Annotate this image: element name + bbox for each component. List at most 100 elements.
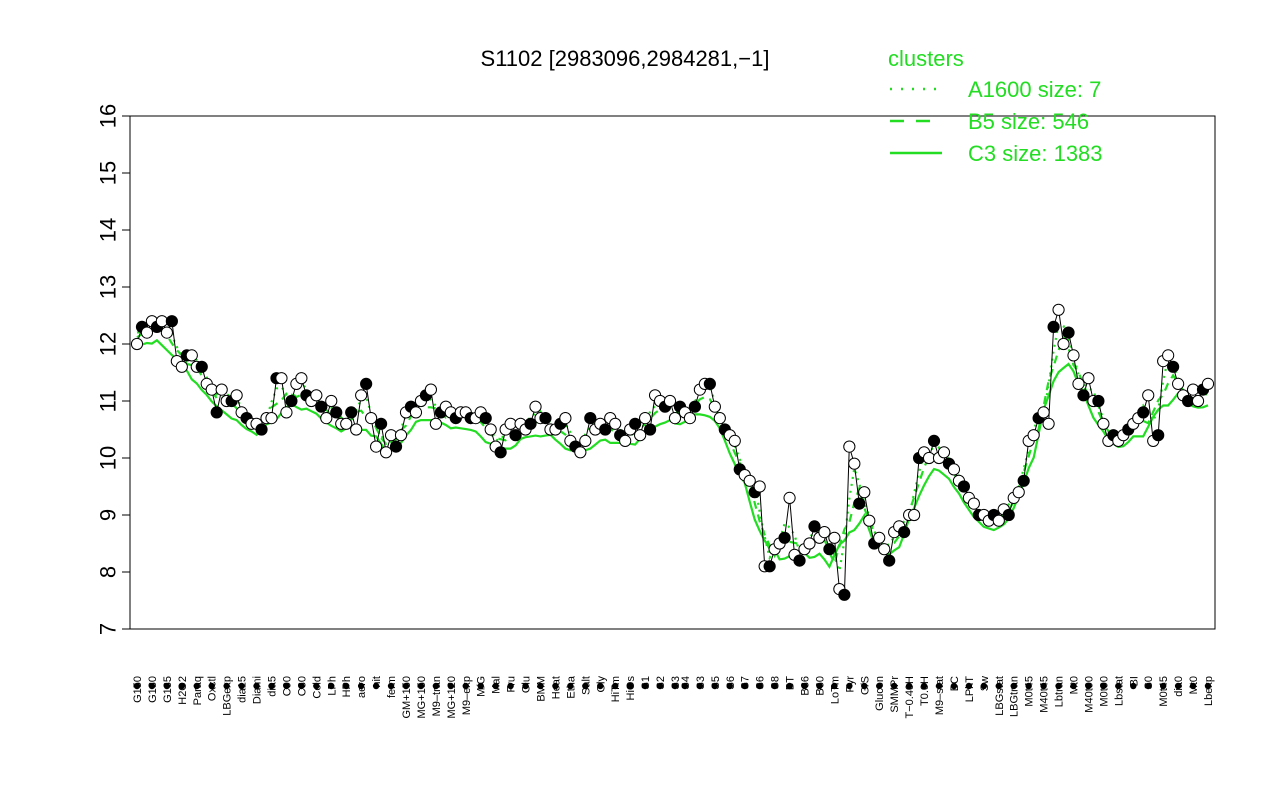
chart-title: S1102 [2983096,2984281,−1] xyxy=(481,46,770,71)
data-point xyxy=(325,394,338,408)
x-marker xyxy=(726,682,733,690)
data-point xyxy=(838,588,851,601)
data-point xyxy=(175,360,188,373)
x-marker xyxy=(1174,682,1182,690)
data-point xyxy=(743,474,756,487)
x-marker xyxy=(238,682,245,690)
x-marker xyxy=(417,682,425,690)
x-marker xyxy=(492,682,499,690)
data-point xyxy=(1152,429,1165,442)
x-tick-label: S6 xyxy=(755,676,767,689)
x-marker xyxy=(268,682,275,690)
data-point xyxy=(783,491,796,504)
data-point xyxy=(1027,429,1040,442)
x-marker xyxy=(612,682,619,690)
data-point xyxy=(374,417,388,430)
data-point xyxy=(429,417,442,430)
x-marker xyxy=(1100,682,1107,690)
x-tick-label: Glu xyxy=(521,676,533,693)
x-tick-label: S1 xyxy=(640,676,652,689)
x-tick-label: S4 xyxy=(680,676,692,689)
x-tick-label: dia5 xyxy=(266,676,278,697)
x-tick-label: H2O2 xyxy=(177,676,189,705)
data-point xyxy=(683,412,697,425)
data-point xyxy=(165,315,178,328)
data-point xyxy=(753,480,766,493)
x-marker xyxy=(771,682,778,690)
x-marker xyxy=(432,682,440,690)
x-marker xyxy=(801,682,808,690)
x-marker xyxy=(741,682,748,690)
x-marker xyxy=(148,682,156,690)
x-marker xyxy=(193,682,200,690)
x-marker xyxy=(965,682,973,690)
data-point xyxy=(195,360,208,373)
data-point xyxy=(1047,320,1060,333)
x-tick-label: M9–tran xyxy=(431,676,443,716)
data-point xyxy=(992,514,1005,527)
x-tick-label: T0.0H xyxy=(919,676,931,706)
a1600-line xyxy=(136,318,1209,572)
data-point xyxy=(853,497,866,510)
y-tick-label: 14 xyxy=(96,218,121,242)
x-tick-label: Glucon xyxy=(874,676,886,711)
x-marker xyxy=(1145,682,1152,690)
data-point xyxy=(559,412,572,425)
x-tick-label: Diami xyxy=(252,676,264,704)
x-marker xyxy=(980,682,988,690)
data-point xyxy=(937,446,951,459)
x-marker xyxy=(846,682,853,690)
x-tick-label: BC xyxy=(949,676,961,691)
data-point xyxy=(160,326,173,339)
data-point xyxy=(713,412,726,425)
y-tick-label: 9 xyxy=(96,509,121,521)
data-point xyxy=(708,400,721,413)
plot-frame xyxy=(129,115,1216,630)
data-point xyxy=(1162,349,1175,362)
data-point xyxy=(863,514,876,527)
x-tick-label: MG+150 xyxy=(416,676,428,719)
data-point xyxy=(1067,349,1080,362)
x-marker xyxy=(163,682,171,690)
x-marker xyxy=(1130,682,1137,690)
data-point xyxy=(1097,417,1110,430)
data-point xyxy=(619,434,632,447)
x-tick-label: nit xyxy=(371,676,383,688)
data-point xyxy=(389,440,403,453)
x-tick-label: Heat xyxy=(550,676,562,699)
x-marker xyxy=(1159,682,1167,690)
x-tick-label: LBGstat xyxy=(994,676,1006,716)
y-axis: 7 8 9 10 11 12 13 14 15 16 xyxy=(96,104,1216,635)
x-tick-label: Sw xyxy=(979,676,991,691)
data-point xyxy=(1057,337,1070,351)
data-point xyxy=(524,417,537,430)
data-point xyxy=(280,406,293,419)
x-tick-label: G135 xyxy=(162,676,174,703)
data-point xyxy=(409,406,423,419)
x-marker xyxy=(522,682,529,690)
data-point xyxy=(185,349,198,362)
x-marker xyxy=(582,682,589,690)
x-marker xyxy=(343,682,350,690)
data-point xyxy=(360,377,373,390)
x-tick-label: LoTm xyxy=(829,676,841,704)
data-point xyxy=(1142,389,1155,402)
data-point xyxy=(898,526,911,539)
data-point xyxy=(808,520,821,533)
x-marker xyxy=(1189,682,1197,690)
x-tick-label: B36 xyxy=(800,676,812,696)
x-marker xyxy=(328,682,335,690)
x-marker xyxy=(597,682,604,690)
x-tick-label: C30 xyxy=(296,676,308,696)
y-tick-label: 8 xyxy=(96,566,121,578)
x-marker xyxy=(831,682,838,690)
data-point xyxy=(1002,508,1015,522)
data-point xyxy=(355,389,368,402)
data-point xyxy=(529,400,542,413)
data-point xyxy=(793,554,806,567)
data-point xyxy=(1172,377,1185,390)
data-point xyxy=(818,526,831,539)
legend-label: B5 size: 546 xyxy=(968,109,1089,134)
x-marker xyxy=(567,682,574,690)
data-point xyxy=(295,372,308,385)
